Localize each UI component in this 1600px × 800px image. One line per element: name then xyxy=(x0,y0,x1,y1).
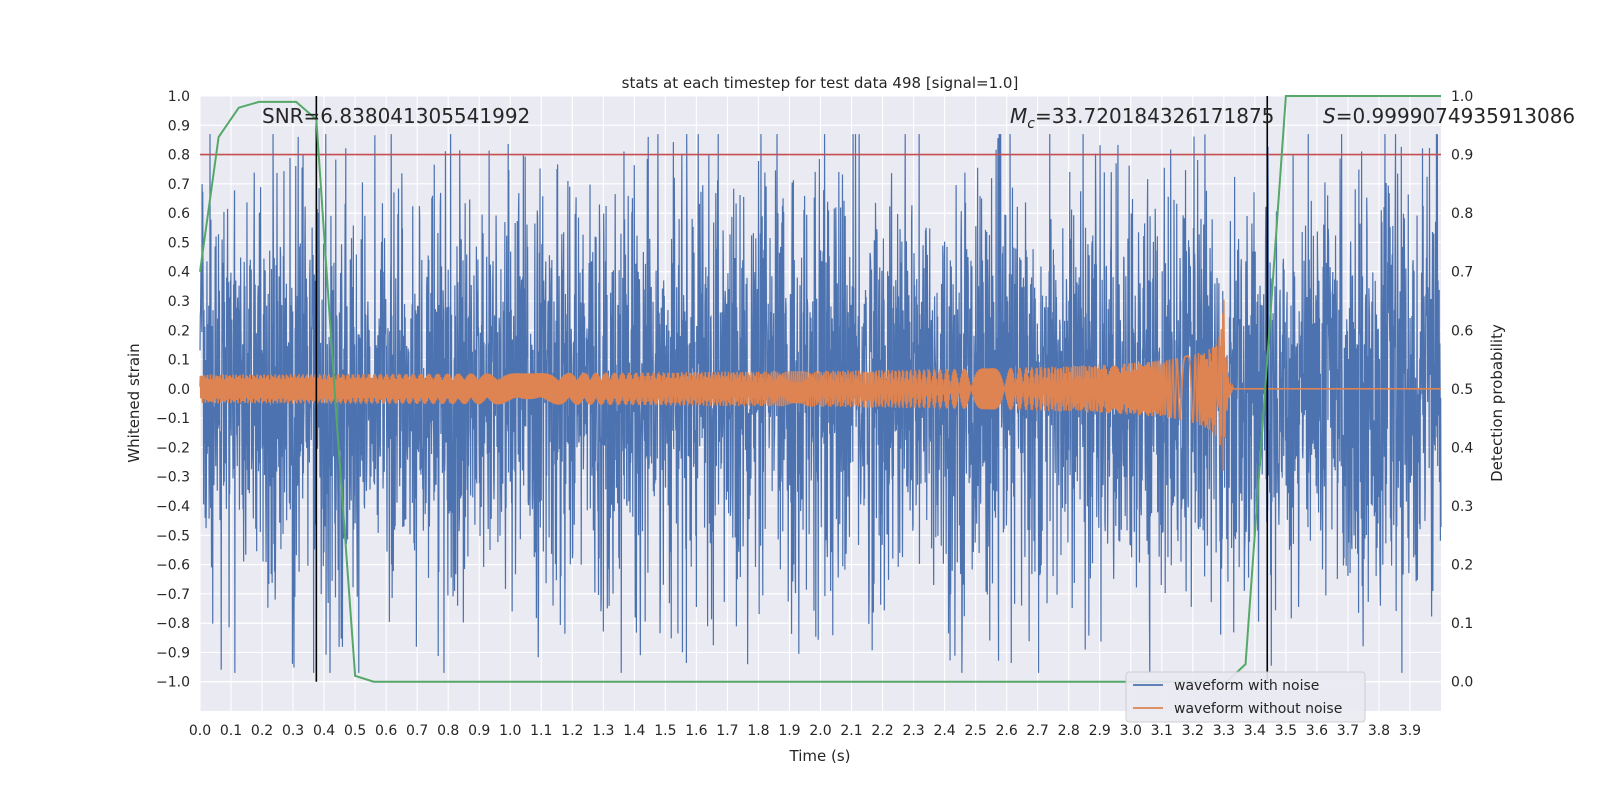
y-tick-label: 0.7 xyxy=(168,177,190,193)
x-tick-labels: 0.0 0.1 0.2 0.3 0.4 0.5 0.6 0.7 0.8 0.9 1.0 1.1 1.2 1… xyxy=(189,723,1421,739)
x-tick-label: 0.1 xyxy=(220,723,242,739)
x-tick-label: 2.2 xyxy=(871,723,893,739)
x-tick-label: 1.9 xyxy=(778,723,800,739)
x-tick-label: 0.6 xyxy=(375,723,397,739)
x-tick-label: 0.5 xyxy=(344,723,366,739)
y2-tick-label: 1.0 xyxy=(1451,89,1473,105)
s-annotation: S=0.9999074935913086 xyxy=(1323,104,1575,128)
y-tick-label: −0.6 xyxy=(156,558,190,574)
s-symbol: S xyxy=(1323,104,1336,128)
x-tick-label: 1.0 xyxy=(499,723,521,739)
x-tick-label: 0.9 xyxy=(468,723,490,739)
legend-label-clean: waveform without noise xyxy=(1174,701,1342,717)
snr-annotation: SNR=6.838041305541992 xyxy=(262,104,530,128)
x-tick-label: 1.3 xyxy=(592,723,614,739)
chart-title: stats at each timestep for test data 498… xyxy=(622,74,1019,92)
y-tick-label: 0.8 xyxy=(168,148,190,164)
x-tick-label: 3.4 xyxy=(1244,723,1266,739)
mc-subscript: c xyxy=(1027,116,1035,132)
x-tick-label: 3.6 xyxy=(1306,723,1328,739)
y-tick-label: −0.2 xyxy=(156,440,190,456)
y2-tick-label: 0.2 xyxy=(1451,558,1473,574)
x-tick-label: 2.4 xyxy=(933,723,955,739)
legend-label-noise: waveform with noise xyxy=(1174,678,1319,694)
x-tick-label: 0.4 xyxy=(313,723,335,739)
y2-tick-label: 0.1 xyxy=(1451,616,1473,632)
x-tick-label: 0.0 xyxy=(189,723,211,739)
y-axis-label: Whitened strain xyxy=(125,343,143,462)
y-tick-label: 0.6 xyxy=(168,206,190,222)
y-tick-label: −0.7 xyxy=(156,587,190,603)
y2-tick-label: 0.8 xyxy=(1451,206,1473,222)
x-tick-label: 3.8 xyxy=(1368,723,1390,739)
y-tick-label: 0.9 xyxy=(168,118,190,134)
y-tick-label: 0.2 xyxy=(168,323,190,339)
x-tick-label: 2.5 xyxy=(964,723,986,739)
y2-tick-label: 0.6 xyxy=(1451,323,1473,339)
legend-box xyxy=(1125,671,1366,723)
y-tick-labels: 1.0 0.9 0.8 0.7 0.6 0.5 0.4 0.3 0.2 0.1 0.0 −0.1 −0.… xyxy=(156,89,190,691)
y2-tick-label: 0.5 xyxy=(1451,382,1473,398)
x-tick-label: 1.7 xyxy=(716,723,738,739)
x-tick-label: 3.7 xyxy=(1337,723,1359,739)
x-tick-label: 2.0 xyxy=(809,723,831,739)
y-tick-label: 0.5 xyxy=(168,235,190,251)
y2-tick-label: 0.3 xyxy=(1451,499,1473,515)
y-tick-label: −0.9 xyxy=(156,645,190,661)
y2-tick-label: 0.7 xyxy=(1451,265,1473,281)
x-tick-label: 3.2 xyxy=(1182,723,1204,739)
x-tick-label: 2.8 xyxy=(1058,723,1080,739)
x-tick-label: 1.1 xyxy=(530,723,552,739)
y-tick-label: 0.3 xyxy=(168,294,190,310)
y-tick-label: −0.4 xyxy=(156,499,190,515)
x-tick-label: 2.6 xyxy=(996,723,1018,739)
series-detection-probability xyxy=(199,95,1441,683)
detection-probability-line xyxy=(199,95,1441,683)
series-waveform-without-noise xyxy=(199,299,1441,471)
x-tick-label: 2.7 xyxy=(1027,723,1049,739)
y-tick-label: 0.0 xyxy=(168,382,190,398)
y-tick-label: −0.8 xyxy=(156,616,190,632)
y-tick-label: 1.0 xyxy=(168,89,190,105)
x-tick-label: 0.3 xyxy=(282,723,304,739)
y2-tick-label: 0.0 xyxy=(1451,675,1473,691)
x-tick-label: 1.6 xyxy=(685,723,707,739)
x-tick-label: 3.1 xyxy=(1151,723,1173,739)
y-tick-label: −1.0 xyxy=(156,675,190,691)
y-tick-label: −0.5 xyxy=(156,528,190,544)
x-tick-label: 1.4 xyxy=(623,723,645,739)
vertical-lines xyxy=(315,96,1269,682)
x-tick-label: 3.3 xyxy=(1213,723,1235,739)
x-tick-label: 3.9 xyxy=(1399,723,1421,739)
x-tick-label: 1.5 xyxy=(654,723,676,739)
y-tick-label: −0.3 xyxy=(156,470,190,486)
x-tick-label: 2.1 xyxy=(840,723,862,739)
x-tick-label: 1.8 xyxy=(747,723,769,739)
x-tick-label: 1.2 xyxy=(561,723,583,739)
y-tick-label: 0.4 xyxy=(168,265,190,281)
mc-value: =33.720184326171875 xyxy=(1035,104,1274,128)
y2-tick-label: 0.9 xyxy=(1451,148,1473,164)
x-tick-label: 3.0 xyxy=(1120,723,1142,739)
y2-axis-label: Detection probability xyxy=(1488,324,1506,482)
waveform-with-noise-line xyxy=(199,134,1442,673)
waveform-without-noise-line xyxy=(199,299,1441,471)
y-tick-label: 0.1 xyxy=(168,353,190,369)
x-tick-label: 2.9 xyxy=(1089,723,1111,739)
y2-tick-label: 0.4 xyxy=(1451,440,1473,456)
mc-symbol: M xyxy=(1010,104,1027,128)
x-axis-label: Time (s) xyxy=(789,747,851,765)
x-tick-label: 0.7 xyxy=(406,723,428,739)
x-tick-label: 0.2 xyxy=(251,723,273,739)
x-tick-label: 2.3 xyxy=(902,723,924,739)
series-waveform-with-noise xyxy=(199,134,1442,673)
y2-tick-labels: 1.0 0.9 0.8 0.7 0.6 0.5 0.4 0.3 0.2 0.1 0.0 xyxy=(1451,89,1473,691)
legend: waveform with noise waveform without noi… xyxy=(1125,671,1366,723)
x-tick-label: 0.8 xyxy=(437,723,459,739)
s-value: =0.9999074935913086 xyxy=(1336,104,1575,128)
x-tick-label: 3.5 xyxy=(1275,723,1297,739)
mc-annotation: Mc=33.720184326171875 xyxy=(1010,104,1274,132)
y-tick-label: −0.1 xyxy=(156,411,190,427)
